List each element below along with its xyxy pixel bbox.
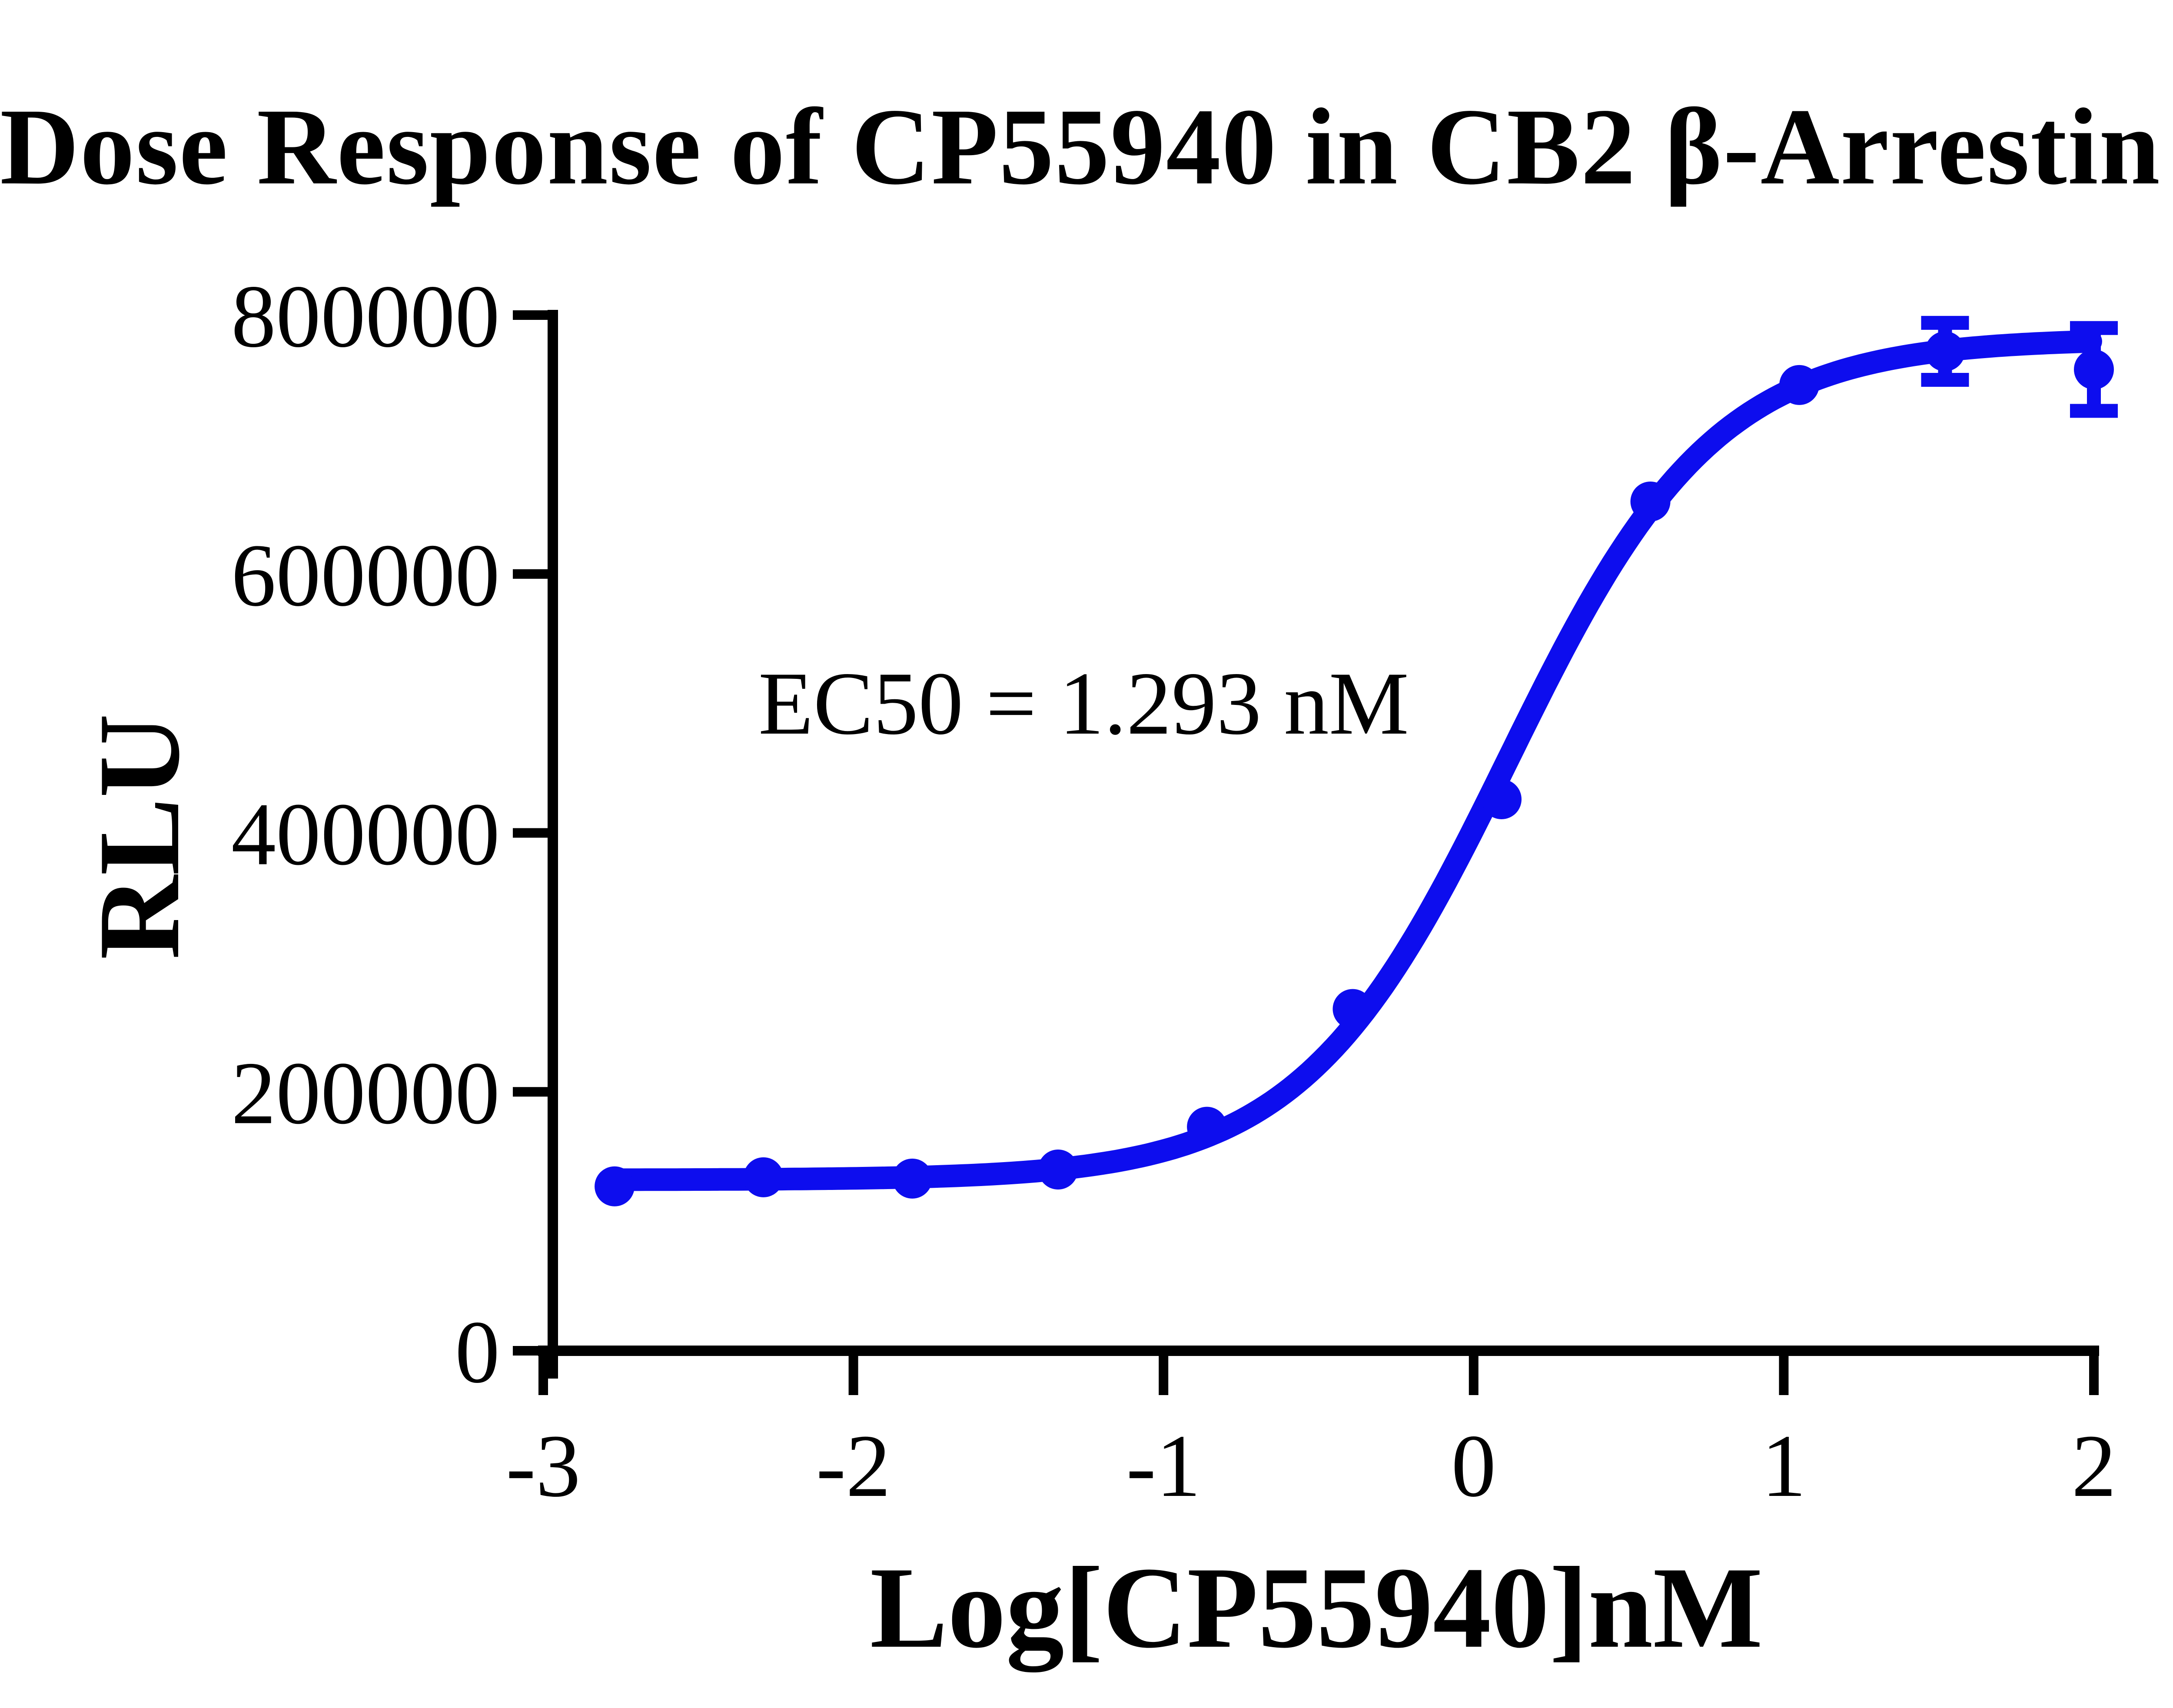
data-point (1038, 1149, 1078, 1190)
chart-title: Dose Response of CP55940 in CB2 β-Arrest… (0, 86, 2173, 207)
data-point (1779, 365, 1820, 405)
y-tick-label: 400000 (231, 784, 500, 884)
data-point (595, 1166, 635, 1206)
x-tick-label: 0 (1451, 1416, 1496, 1515)
data-point (1187, 1107, 1227, 1147)
x-tick-label: -3 (506, 1416, 581, 1515)
fit-curve (603, 330, 2102, 1191)
data-point (743, 1157, 784, 1197)
y-tick-label: 800000 (231, 266, 500, 366)
data-point (1630, 481, 1671, 522)
x-tick-label: -2 (816, 1416, 891, 1515)
data-point (892, 1158, 933, 1199)
y-tick-label: 600000 (231, 525, 500, 625)
x-tick-label: 2 (2072, 1416, 2117, 1515)
x-tick-label: -1 (1126, 1416, 1201, 1515)
y-tick-label: 200000 (231, 1043, 500, 1143)
ec50-annotation: EC50 = 1.293 nM (758, 654, 1409, 753)
data-point (1332, 989, 1373, 1029)
data-point (1482, 779, 1522, 820)
x-tick-label: 1 (1761, 1416, 1806, 1515)
data-point (2074, 349, 2114, 390)
data-point (1925, 331, 1965, 372)
y-axis-title: RLU (74, 714, 203, 960)
x-axis-title: Log[CP55940]nM (870, 1543, 1763, 1672)
y-tick-label: 0 (455, 1302, 500, 1402)
